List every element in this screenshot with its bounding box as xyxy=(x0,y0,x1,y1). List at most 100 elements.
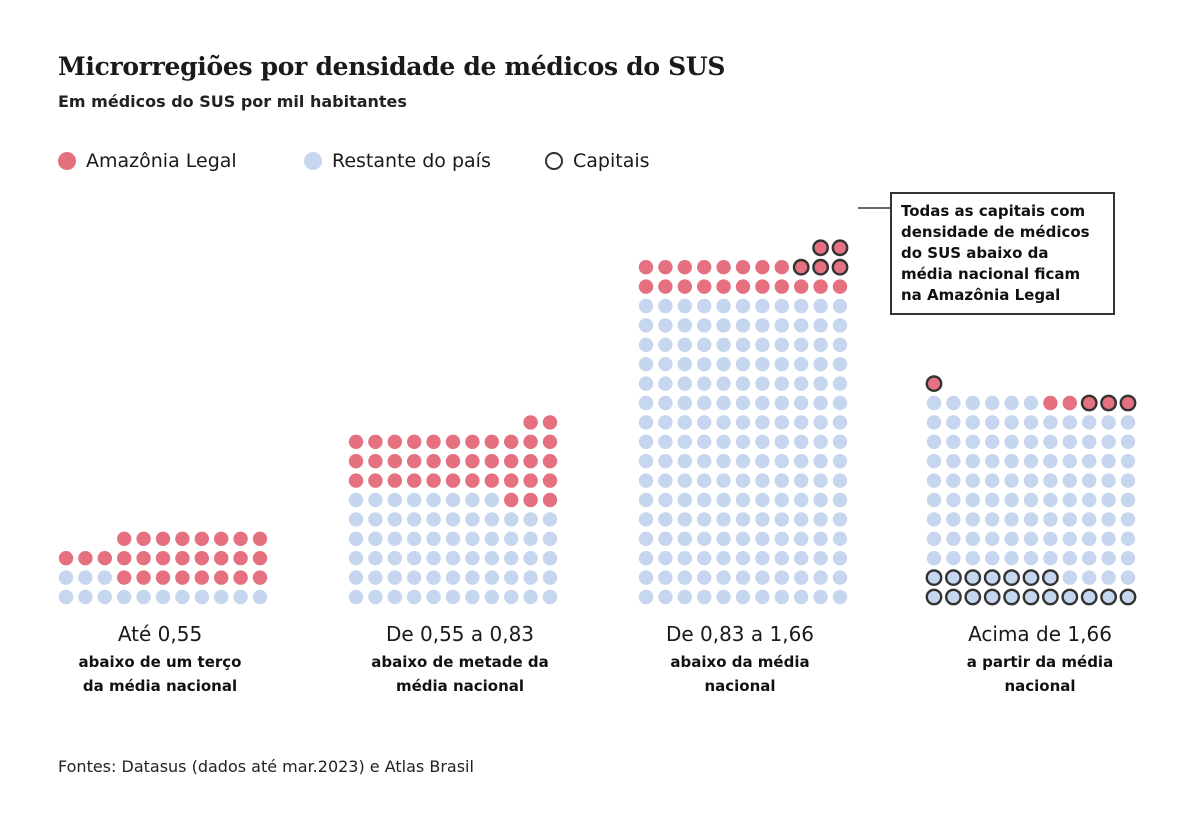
dot-restante xyxy=(735,570,751,585)
dot-restante xyxy=(697,492,712,508)
dot-amazonia xyxy=(214,570,229,585)
dot-restante xyxy=(926,492,942,508)
dot-amazonia xyxy=(523,473,538,488)
dot-restante xyxy=(1101,415,1116,430)
dot-restante xyxy=(794,492,809,508)
dot-restante xyxy=(832,512,848,527)
dot-restante xyxy=(1023,473,1039,488)
dot-restante xyxy=(697,570,712,585)
dot-restante xyxy=(755,589,770,605)
dot-amazonia-capital xyxy=(831,258,849,276)
dot-restante xyxy=(755,492,770,508)
dot-restante xyxy=(794,298,809,314)
dot-restante xyxy=(1062,492,1078,508)
dot-restante xyxy=(716,512,731,527)
dot-restante-capital xyxy=(945,569,962,586)
dot-restante xyxy=(926,434,942,449)
dot-restante xyxy=(484,512,499,527)
dot-restante xyxy=(348,570,364,585)
dot-amazonia xyxy=(214,531,229,546)
dot-restante xyxy=(794,570,809,585)
dot-amazonia xyxy=(426,473,441,488)
dot-restante xyxy=(368,531,383,546)
dot-amazonia xyxy=(484,473,499,488)
dot-amazonia xyxy=(697,260,712,275)
dot-restante xyxy=(1101,570,1116,585)
dot-restante xyxy=(755,337,770,352)
dot-amazonia xyxy=(407,434,422,449)
dot-restante xyxy=(1004,531,1019,546)
dot-amazonia xyxy=(348,434,364,449)
dot-restante xyxy=(946,395,961,411)
dot-restante-capital xyxy=(983,588,1001,606)
dot-restante xyxy=(735,395,751,411)
dot-amazonia xyxy=(445,473,461,488)
dot-restante xyxy=(658,434,673,449)
dot-amazonia xyxy=(252,531,268,546)
dot-restante xyxy=(1101,551,1116,566)
dot-restante xyxy=(794,395,809,411)
dot-amazonia-capital xyxy=(831,239,849,257)
dot-amazonia xyxy=(542,415,558,430)
dot-amazonia xyxy=(832,279,848,294)
dot-restante xyxy=(832,492,848,508)
dot-restante xyxy=(97,589,113,605)
dot-restante xyxy=(716,531,731,546)
source-note: Fontes: Datasus (dados até mar.2023) e A… xyxy=(58,757,474,776)
dot-restante xyxy=(985,454,1000,469)
dot-amazonia xyxy=(194,570,209,585)
dot-restante xyxy=(465,492,480,508)
dot-restante xyxy=(465,512,480,527)
dot-restante xyxy=(1043,551,1058,566)
dot-restante xyxy=(638,434,654,449)
legend-dot-capitais xyxy=(545,152,563,170)
dot-restante xyxy=(716,357,731,372)
dot-restante xyxy=(1023,492,1039,508)
category-description-2: abaixo da média nacional xyxy=(670,653,810,695)
dot-restante xyxy=(504,589,519,605)
dot-restante xyxy=(716,454,731,469)
dot-restante xyxy=(794,512,809,527)
dot-amazonia xyxy=(136,570,151,585)
dot-restante xyxy=(813,337,828,352)
dot-restante xyxy=(716,337,731,352)
dot-restante xyxy=(78,570,93,585)
dot-restante xyxy=(946,473,961,488)
dot-restante xyxy=(985,415,1000,430)
dot-amazonia xyxy=(387,434,402,449)
dot-restante xyxy=(697,551,712,566)
dot-restante xyxy=(387,512,402,527)
dot-restante xyxy=(348,512,364,527)
dot-restante xyxy=(774,512,789,527)
legend-dot-amazonia xyxy=(58,152,76,170)
dot-restante xyxy=(677,531,692,546)
dot-restante xyxy=(1082,512,1097,527)
dot-restante xyxy=(774,473,789,488)
dot-restante xyxy=(638,551,654,566)
dot-restante xyxy=(716,395,731,411)
dot-restante xyxy=(985,551,1000,566)
dot-restante xyxy=(658,473,673,488)
dot-restante xyxy=(697,337,712,352)
dot-restante xyxy=(755,473,770,488)
dot-restante xyxy=(677,357,692,372)
annotation-box: Todas as capitais com densidade de médic… xyxy=(890,192,1115,315)
dot-amazonia xyxy=(523,492,538,508)
dot-restante xyxy=(965,473,980,488)
dot-amazonia xyxy=(542,434,558,449)
dot-restante-capital xyxy=(1003,569,1020,586)
dot-restante xyxy=(697,473,712,488)
dot-restante xyxy=(946,454,961,469)
dot-restante xyxy=(965,395,980,411)
dot-restante xyxy=(774,337,789,352)
dot-amazonia xyxy=(658,260,673,275)
dot-restante xyxy=(794,337,809,352)
dot-restante xyxy=(387,551,402,566)
dot-restante xyxy=(832,395,848,411)
dot-restante xyxy=(658,337,673,352)
dot-restante xyxy=(426,551,441,566)
dot-amazonia xyxy=(755,279,770,294)
dot-restante xyxy=(484,492,499,508)
dot-restante xyxy=(484,531,499,546)
dot-restante xyxy=(677,298,692,314)
